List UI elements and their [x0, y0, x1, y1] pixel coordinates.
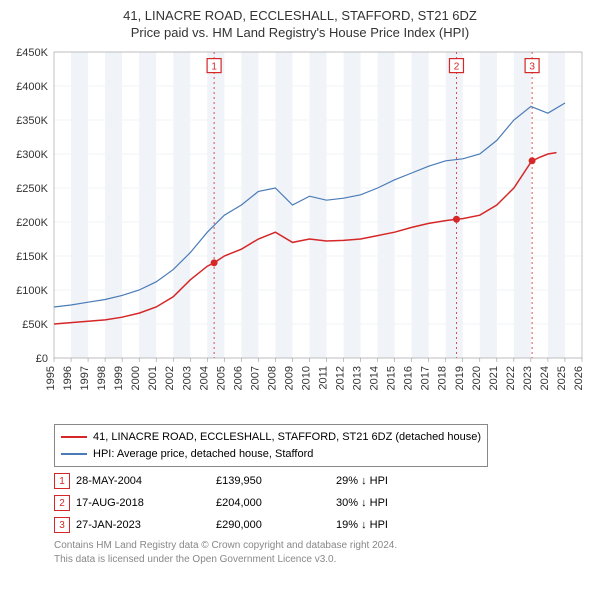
svg-text:£150K: £150K — [16, 251, 48, 263]
svg-text:2016: 2016 — [403, 366, 415, 390]
chart-area: £0 £50K £100K £150K £200K £250K £300K £350K £400… — [8, 48, 592, 418]
marker-badge: 1 — [54, 473, 70, 489]
svg-text:2000: 2000 — [130, 366, 142, 390]
legend-box: 41, LINACRE ROAD, ECCLESHALL, STAFFORD, … — [54, 424, 488, 467]
svg-text:£250K: £250K — [16, 183, 48, 195]
svg-text:£300K: £300K — [16, 149, 48, 161]
marker-price: £204,000 — [216, 497, 296, 509]
svg-text:1995: 1995 — [45, 366, 57, 390]
svg-text:2018: 2018 — [437, 366, 449, 390]
svg-text:3: 3 — [529, 62, 535, 73]
attribution-line2: This data is licensed under the Open Gov… — [54, 553, 592, 567]
svg-text:2001: 2001 — [147, 366, 159, 390]
svg-text:2003: 2003 — [181, 366, 193, 390]
svg-text:£200K: £200K — [16, 217, 48, 229]
legend-label: 41, LINACRE ROAD, ECCLESHALL, STAFFORD, … — [93, 429, 481, 446]
svg-text:2024: 2024 — [539, 366, 551, 390]
svg-text:£350K: £350K — [16, 115, 48, 127]
chart-title-line1: 41, LINACRE ROAD, ECCLESHALL, STAFFORD, … — [8, 8, 592, 23]
svg-text:1996: 1996 — [62, 366, 74, 390]
legend-label: HPI: Average price, detached house, Staf… — [93, 446, 313, 463]
svg-text:2021: 2021 — [488, 366, 500, 390]
svg-text:2025: 2025 — [556, 366, 568, 390]
svg-text:2026: 2026 — [573, 366, 585, 390]
attribution-line1: Contains HM Land Registry data © Crown c… — [54, 539, 592, 553]
chart-title-line2: Price paid vs. HM Land Registry's House … — [8, 25, 592, 40]
svg-text:1997: 1997 — [79, 366, 91, 390]
svg-text:2012: 2012 — [335, 366, 347, 390]
svg-text:2006: 2006 — [232, 366, 244, 390]
marker-hpi: 19% ↓ HPI — [336, 519, 426, 531]
svg-text:1: 1 — [211, 62, 217, 73]
svg-text:£450K: £450K — [16, 48, 48, 59]
marker-row: 2 17-AUG-2018 £204,000 30% ↓ HPI — [54, 495, 592, 511]
svg-text:2011: 2011 — [318, 366, 330, 390]
legend-swatch — [61, 453, 87, 455]
marker-hpi: 30% ↓ HPI — [336, 497, 426, 509]
chart-svg: £0 £50K £100K £150K £200K £250K £300K £350K £400… — [8, 48, 592, 418]
marker-badge: 2 — [54, 495, 70, 511]
svg-text:2008: 2008 — [266, 366, 278, 390]
svg-text:£0: £0 — [36, 353, 48, 365]
svg-text:2019: 2019 — [454, 366, 466, 390]
svg-text:2002: 2002 — [164, 366, 176, 390]
chart-title-block: 41, LINACRE ROAD, ECCLESHALL, STAFFORD, … — [8, 8, 592, 40]
svg-text:2017: 2017 — [420, 366, 432, 390]
marker-price: £139,950 — [216, 475, 296, 487]
marker-price: £290,000 — [216, 519, 296, 531]
svg-text:2013: 2013 — [352, 366, 364, 390]
marker-date: 17-AUG-2018 — [76, 497, 176, 509]
attribution: Contains HM Land Registry data © Crown c… — [54, 539, 592, 567]
svg-text:2005: 2005 — [215, 366, 227, 390]
svg-text:2020: 2020 — [471, 366, 483, 390]
marker-date: 27-JAN-2023 — [76, 519, 176, 531]
svg-text:2009: 2009 — [283, 366, 295, 390]
svg-text:1999: 1999 — [113, 366, 125, 390]
svg-text:2014: 2014 — [369, 366, 381, 390]
svg-text:£50K: £50K — [22, 319, 48, 331]
legend-swatch — [61, 436, 87, 438]
svg-text:£400K: £400K — [16, 81, 48, 93]
svg-text:1998: 1998 — [96, 366, 108, 390]
svg-text:2010: 2010 — [300, 366, 312, 390]
svg-text:2007: 2007 — [249, 366, 261, 390]
svg-text:2022: 2022 — [505, 366, 517, 390]
legend-row: 41, LINACRE ROAD, ECCLESHALL, STAFFORD, … — [61, 429, 481, 446]
marker-badge: 3 — [54, 517, 70, 533]
svg-text:2004: 2004 — [198, 366, 210, 390]
marker-date: 28-MAY-2004 — [76, 475, 176, 487]
svg-text:2023: 2023 — [522, 366, 534, 390]
legend-row: HPI: Average price, detached house, Staf… — [61, 446, 481, 463]
marker-row: 3 27-JAN-2023 £290,000 19% ↓ HPI — [54, 517, 592, 533]
marker-hpi: 29% ↓ HPI — [336, 475, 426, 487]
marker-row: 1 28-MAY-2004 £139,950 29% ↓ HPI — [54, 473, 592, 489]
markers-table: 1 28-MAY-2004 £139,950 29% ↓ HPI 2 17-AUG-201… — [54, 473, 592, 533]
svg-text:2015: 2015 — [386, 366, 398, 390]
svg-text:2: 2 — [454, 62, 460, 73]
svg-text:£100K: £100K — [16, 285, 48, 297]
